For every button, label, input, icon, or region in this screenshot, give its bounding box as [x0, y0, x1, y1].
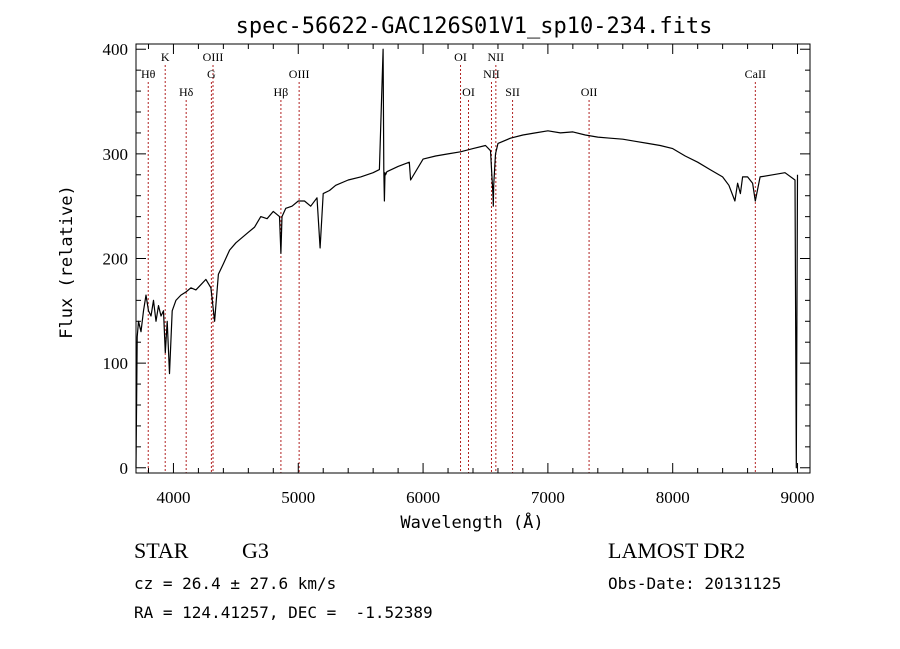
- spectral-line-label: OI: [462, 85, 475, 99]
- spectral-line-label: NII: [483, 67, 500, 81]
- spectral-line-label: Hθ: [141, 67, 156, 81]
- x-tick-label: 4000: [156, 488, 190, 507]
- spectral-subclass: G3: [242, 538, 269, 563]
- spectral-line-label: OIII: [289, 67, 310, 81]
- object-type: STAR: [134, 538, 189, 563]
- y-axis: 0 100 200 300 400: [103, 40, 810, 478]
- x-tick-label: 8000: [656, 488, 690, 507]
- chart-title: spec-56622-GAC126S01V1_sp10-234.fits: [236, 14, 713, 39]
- y-tick-label: 400: [103, 40, 129, 59]
- spectral-line-label: SII: [505, 85, 520, 99]
- spectral-line-label: K: [161, 50, 170, 64]
- y-tick-label: 100: [103, 354, 129, 373]
- x-tick-label: 7000: [531, 488, 565, 507]
- y-tick-label: 200: [103, 250, 129, 269]
- sky-coordinates: RA = 124.41257, DEC = -1.52389: [134, 603, 433, 622]
- spectrum-series-line: [135, 48, 799, 469]
- x-axis: 4000 5000 6000 7000 8000 9000: [147, 44, 815, 507]
- x-tick-label: 5000: [281, 488, 315, 507]
- spectral-line-label: CaII: [745, 67, 766, 81]
- spectral-line-label: OIII: [203, 50, 224, 64]
- y-tick-label: 300: [103, 145, 129, 164]
- spectral-line-label: G: [207, 67, 216, 81]
- survey-name: LAMOST DR2: [608, 538, 746, 563]
- spectral-line-label: OI: [454, 50, 467, 64]
- y-axis-label: Flux (relative): [57, 185, 77, 339]
- x-axis-label: Wavelength (Å): [400, 511, 543, 533]
- observation-date: Obs-Date: 20131125: [608, 574, 782, 593]
- x-tick-label: 6000: [406, 488, 440, 507]
- y-tick-label: 0: [120, 459, 129, 478]
- spectral-line-label: Hβ: [274, 85, 289, 99]
- spectral-line-label: OII: [581, 85, 598, 99]
- x-tick-label: 9000: [781, 488, 815, 507]
- spectral-line-label: Hδ: [179, 85, 194, 99]
- redshift-velocity: cz = 26.4 ± 27.6 km/s: [134, 574, 337, 593]
- spectral-line-label: NII: [488, 50, 505, 64]
- plot-frame: [135, 43, 811, 474]
